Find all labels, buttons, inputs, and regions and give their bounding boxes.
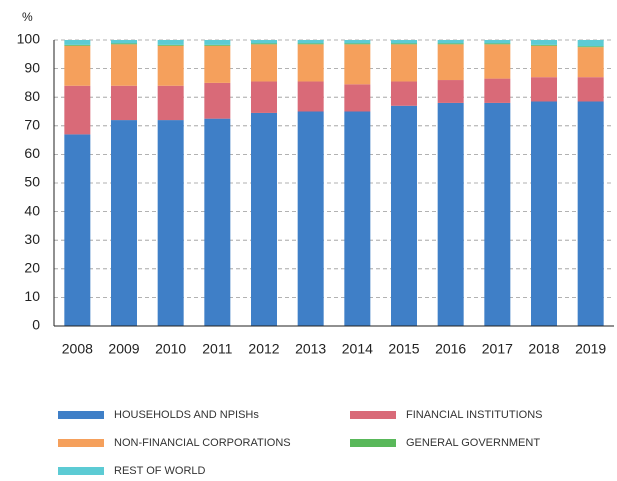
bar-segment [391,44,417,82]
bar-segment [111,120,137,326]
x-tick-label: 2018 [528,341,559,357]
bar-segment [251,43,277,45]
bar-segment [484,40,511,44]
bar-segment [577,77,604,102]
x-tick-label: 2017 [482,341,513,357]
bar-segment [251,40,277,44]
y-tick-label: 100 [17,31,41,47]
y-tick-label: 70 [24,117,40,133]
x-tick-label: 2015 [388,341,419,357]
bar-segment [157,85,184,121]
bar-segment [344,43,371,45]
bar-segment [297,40,324,44]
x-tick-label: 2016 [435,341,466,357]
bar-segment [157,120,184,326]
bar-segment [437,44,464,81]
bar-segment [251,44,277,82]
y-tick-label: 50 [24,174,40,190]
bar-segment [64,45,91,86]
bar-segment [577,40,604,47]
bar-segment [484,44,511,79]
bar-segment [157,40,184,45]
bar-segment [204,45,231,83]
x-tick-label: 2010 [155,341,186,357]
legend-swatch [350,411,396,419]
bar-segment [531,45,557,78]
legend-swatch [350,439,396,447]
bar-segment [344,40,371,44]
x-tick-label: 2008 [62,341,93,357]
legend-swatch [58,411,104,419]
bar-segment [204,118,231,327]
bar-segment [577,101,604,327]
bar-segment [437,43,464,45]
bar-segment [111,44,137,86]
bar-segment [484,78,511,103]
legend-label: HOUSEHOLDS AND NPISHs [114,409,259,421]
bar-segment [111,40,137,44]
legend-label: REST OF WORLD [114,465,206,477]
bar-segment [391,40,417,44]
legend-label: NON-FINANCIAL CORPORATIONS [114,437,291,449]
bar-segment [391,105,417,326]
x-tick-label: 2012 [248,341,279,357]
bar-segment [344,44,371,85]
bar-segment [484,43,511,45]
bar-segment [204,44,231,46]
bar-segment [437,80,464,103]
y-axis-label: % [22,10,33,24]
legend-label: GENERAL GOVERNMENT [406,437,540,449]
bar-segment [391,43,417,45]
y-tick-label: 30 [24,231,40,247]
x-tick-label: 2009 [108,341,139,357]
bar-segment [297,111,324,326]
bar-segment [297,43,324,45]
bar-segment [157,45,184,86]
legend-swatch [58,439,104,447]
bar-segment [157,44,184,46]
bar-segment [64,85,91,135]
bar-segment [251,81,277,113]
bar-segment [204,82,231,119]
y-tick-label: 40 [24,202,40,218]
bar-segment [204,40,231,45]
legend-swatch [58,467,104,475]
bar-segment [111,43,137,45]
y-tick-label: 20 [24,260,40,276]
bar-segment [64,134,91,326]
y-tick-label: 10 [24,288,40,304]
x-tick-label: 2011 [202,341,232,357]
x-tick-label: 2013 [295,341,326,357]
x-tick-label: 2019 [575,341,606,357]
bar-segment [111,85,137,121]
bar-segment [577,46,604,48]
bar-segment [64,40,91,45]
bar-segment [531,77,557,102]
bar-segment [531,44,557,46]
bar-segment [344,84,371,112]
bar-segment [437,40,464,44]
bar-segment [297,81,324,112]
bar-segment [64,44,91,46]
bar-segment [531,101,557,327]
bar-segment [531,40,557,45]
bar-segment [577,47,604,78]
bar-segment [251,112,277,327]
bar-segment [344,111,371,326]
y-tick-label: 0 [32,317,40,333]
bar-segment [437,102,464,326]
bar-segment [391,81,417,106]
y-tick-label: 90 [24,59,40,75]
bar-segment [484,102,511,326]
y-tick-label: 80 [24,88,40,104]
legend-label: FINANCIAL INSTITUTIONS [406,409,543,421]
y-tick-label: 60 [24,145,40,161]
bar-segment [297,44,324,82]
x-tick-label: 2014 [342,341,373,357]
